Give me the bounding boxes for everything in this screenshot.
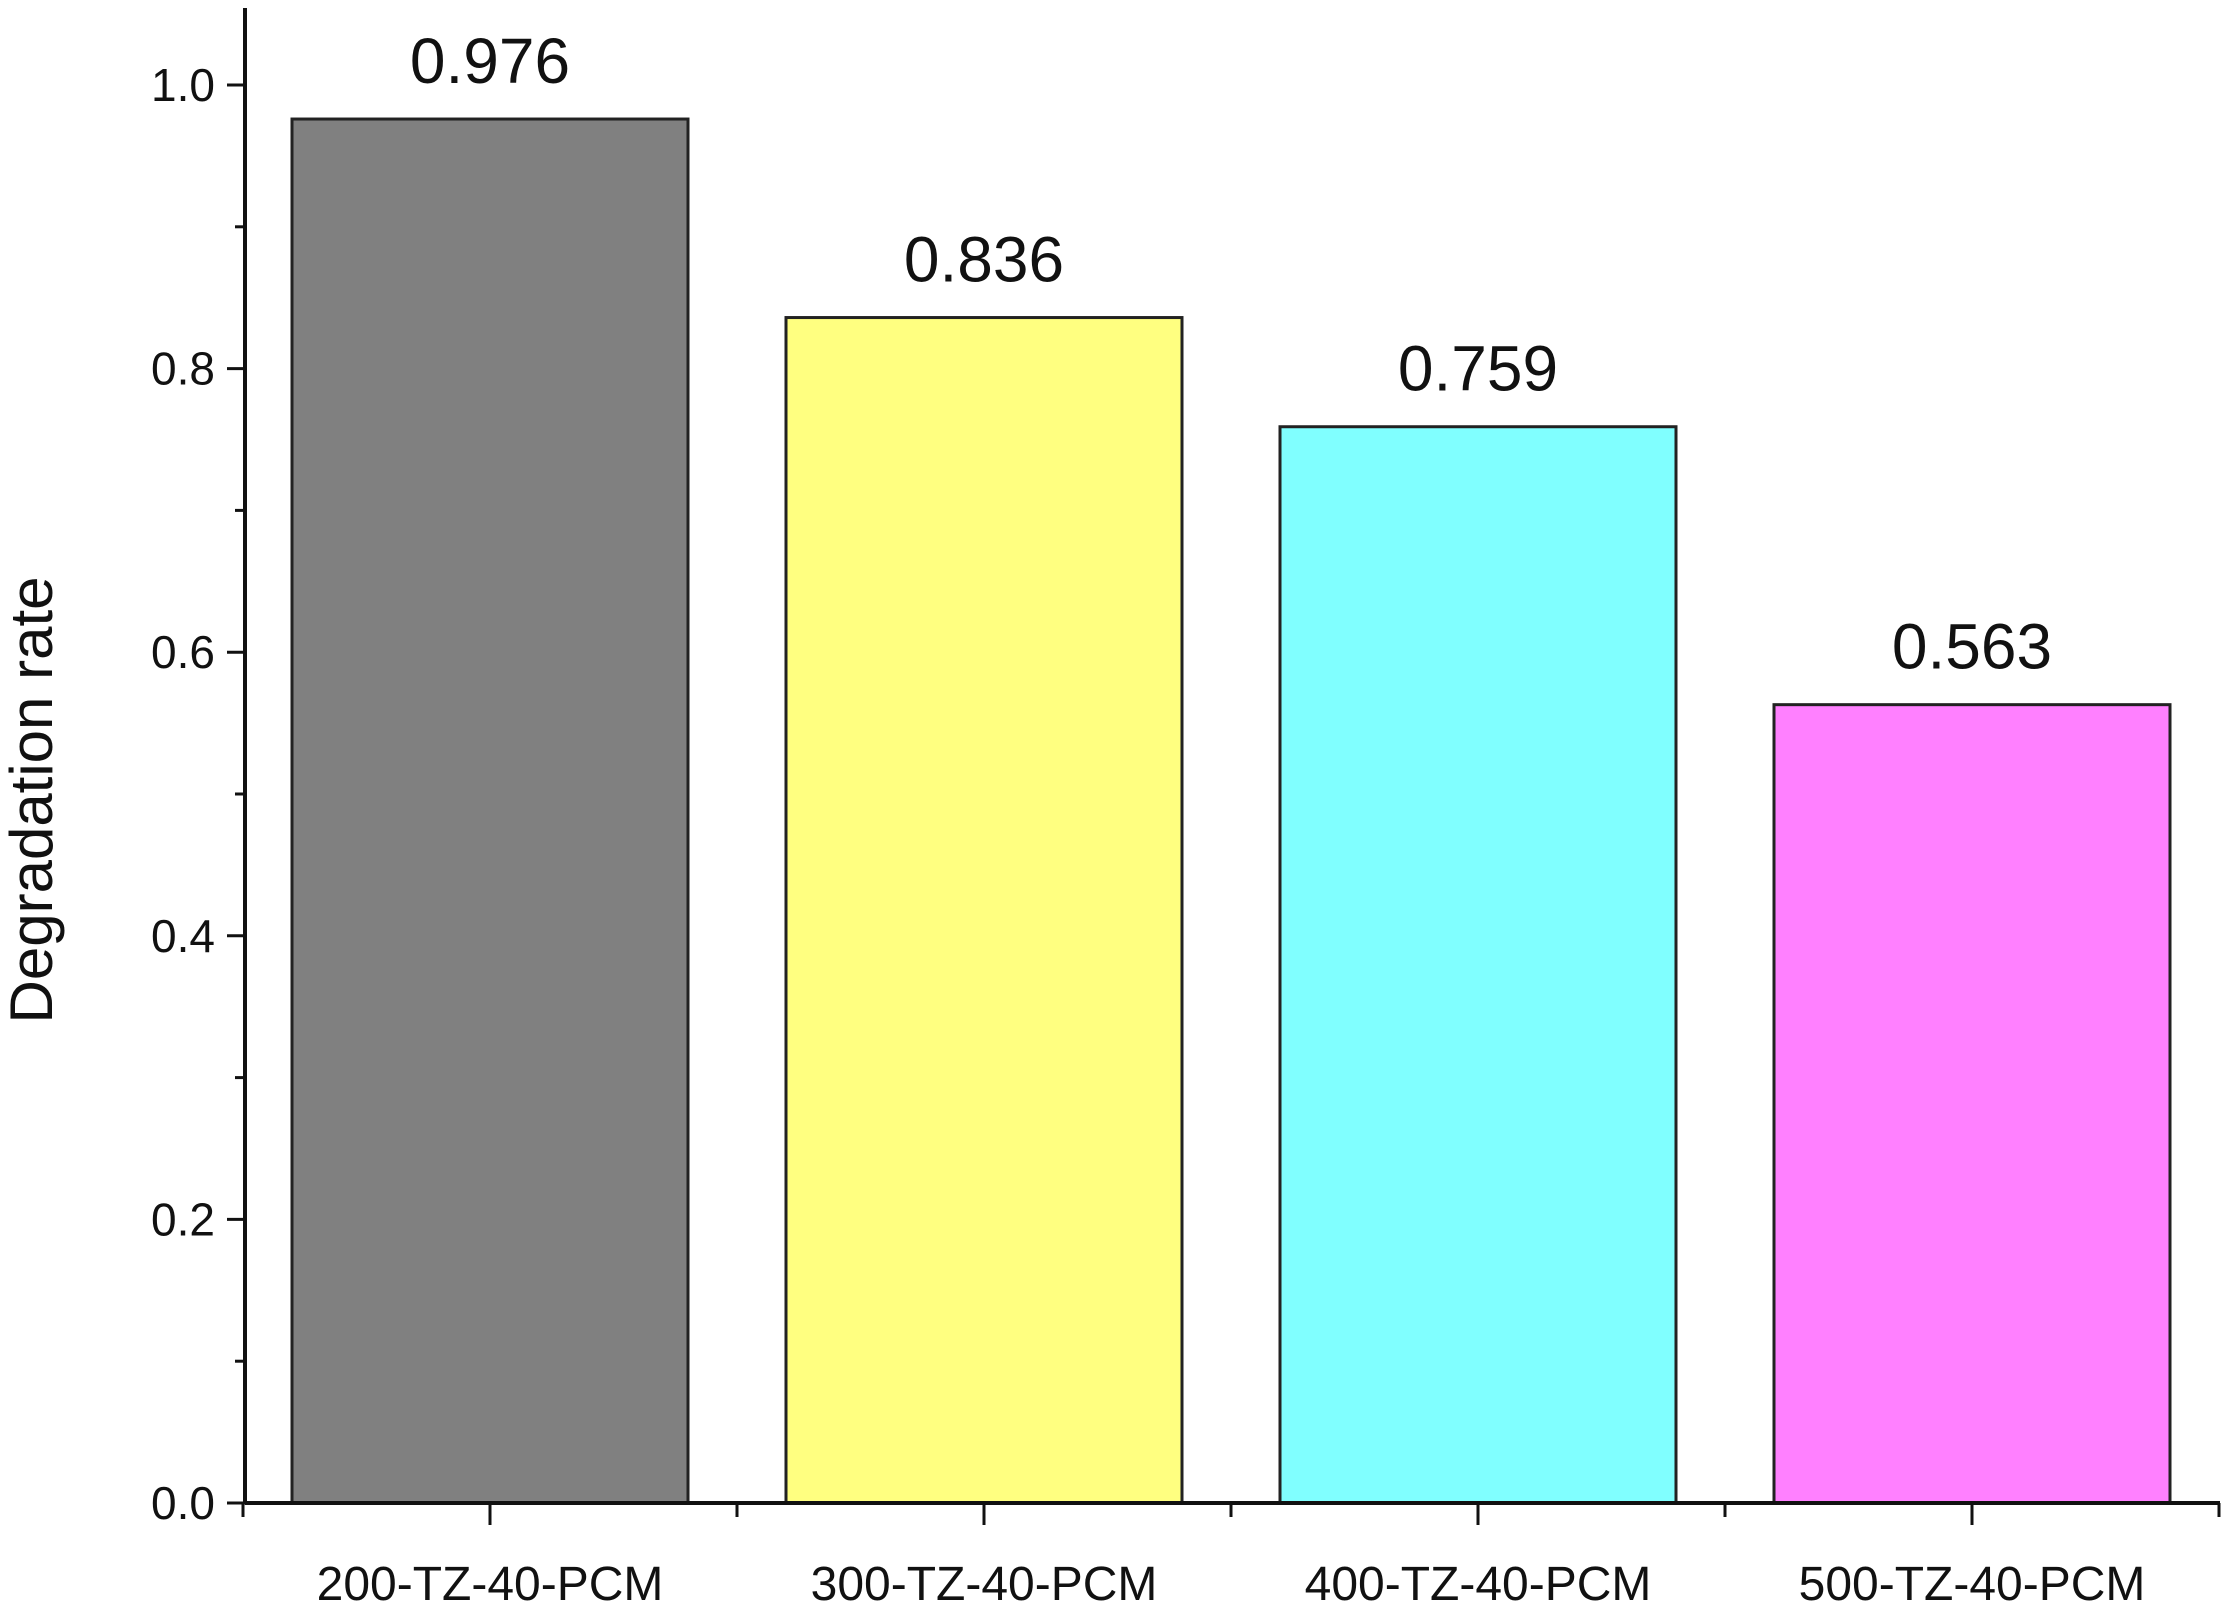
- value-label-500-tz-40-pcm: 0.563: [1892, 611, 2052, 683]
- y-tick-label: 0.4: [151, 910, 215, 962]
- labels: 0.976 0.836 0.759 0.563 0.0 0.2 0.4 0.6 0.8 1.0 20…: [151, 25, 2146, 1611]
- y-axis-title: Degradation rate: [0, 577, 65, 1024]
- value-label-300-tz-40-pcm: 0.836: [904, 224, 1064, 296]
- axes: [227, 8, 2221, 1525]
- value-label-200-tz-40-pcm: 0.976: [410, 25, 570, 97]
- y-tick-label: 0.6: [151, 626, 215, 678]
- y-tick-label: 0.2: [151, 1193, 215, 1245]
- bars: [290, 117, 2172, 1505]
- y-tick-label: 0.0: [151, 1477, 215, 1529]
- x-tick-label: 500-TZ-40-PCM: [1799, 1558, 2146, 1610]
- value-label-400-tz-40-pcm: 0.759: [1398, 333, 1558, 405]
- x-tick-label: 300-TZ-40-PCM: [811, 1558, 1158, 1610]
- bar-200-tz-40-pcm: [290, 117, 690, 1505]
- bar-500-tz-40-pcm: [1772, 703, 2172, 1505]
- y-tick-label: 0.8: [151, 343, 215, 395]
- bar-400-tz-40-pcm: [1278, 425, 1678, 1505]
- bar-300-tz-40-pcm: [784, 316, 1184, 1505]
- x-tick-label: 200-TZ-40-PCM: [317, 1558, 664, 1610]
- x-tick-label: 400-TZ-40-PCM: [1305, 1558, 1652, 1610]
- y-tick-label: 1.0: [151, 59, 215, 111]
